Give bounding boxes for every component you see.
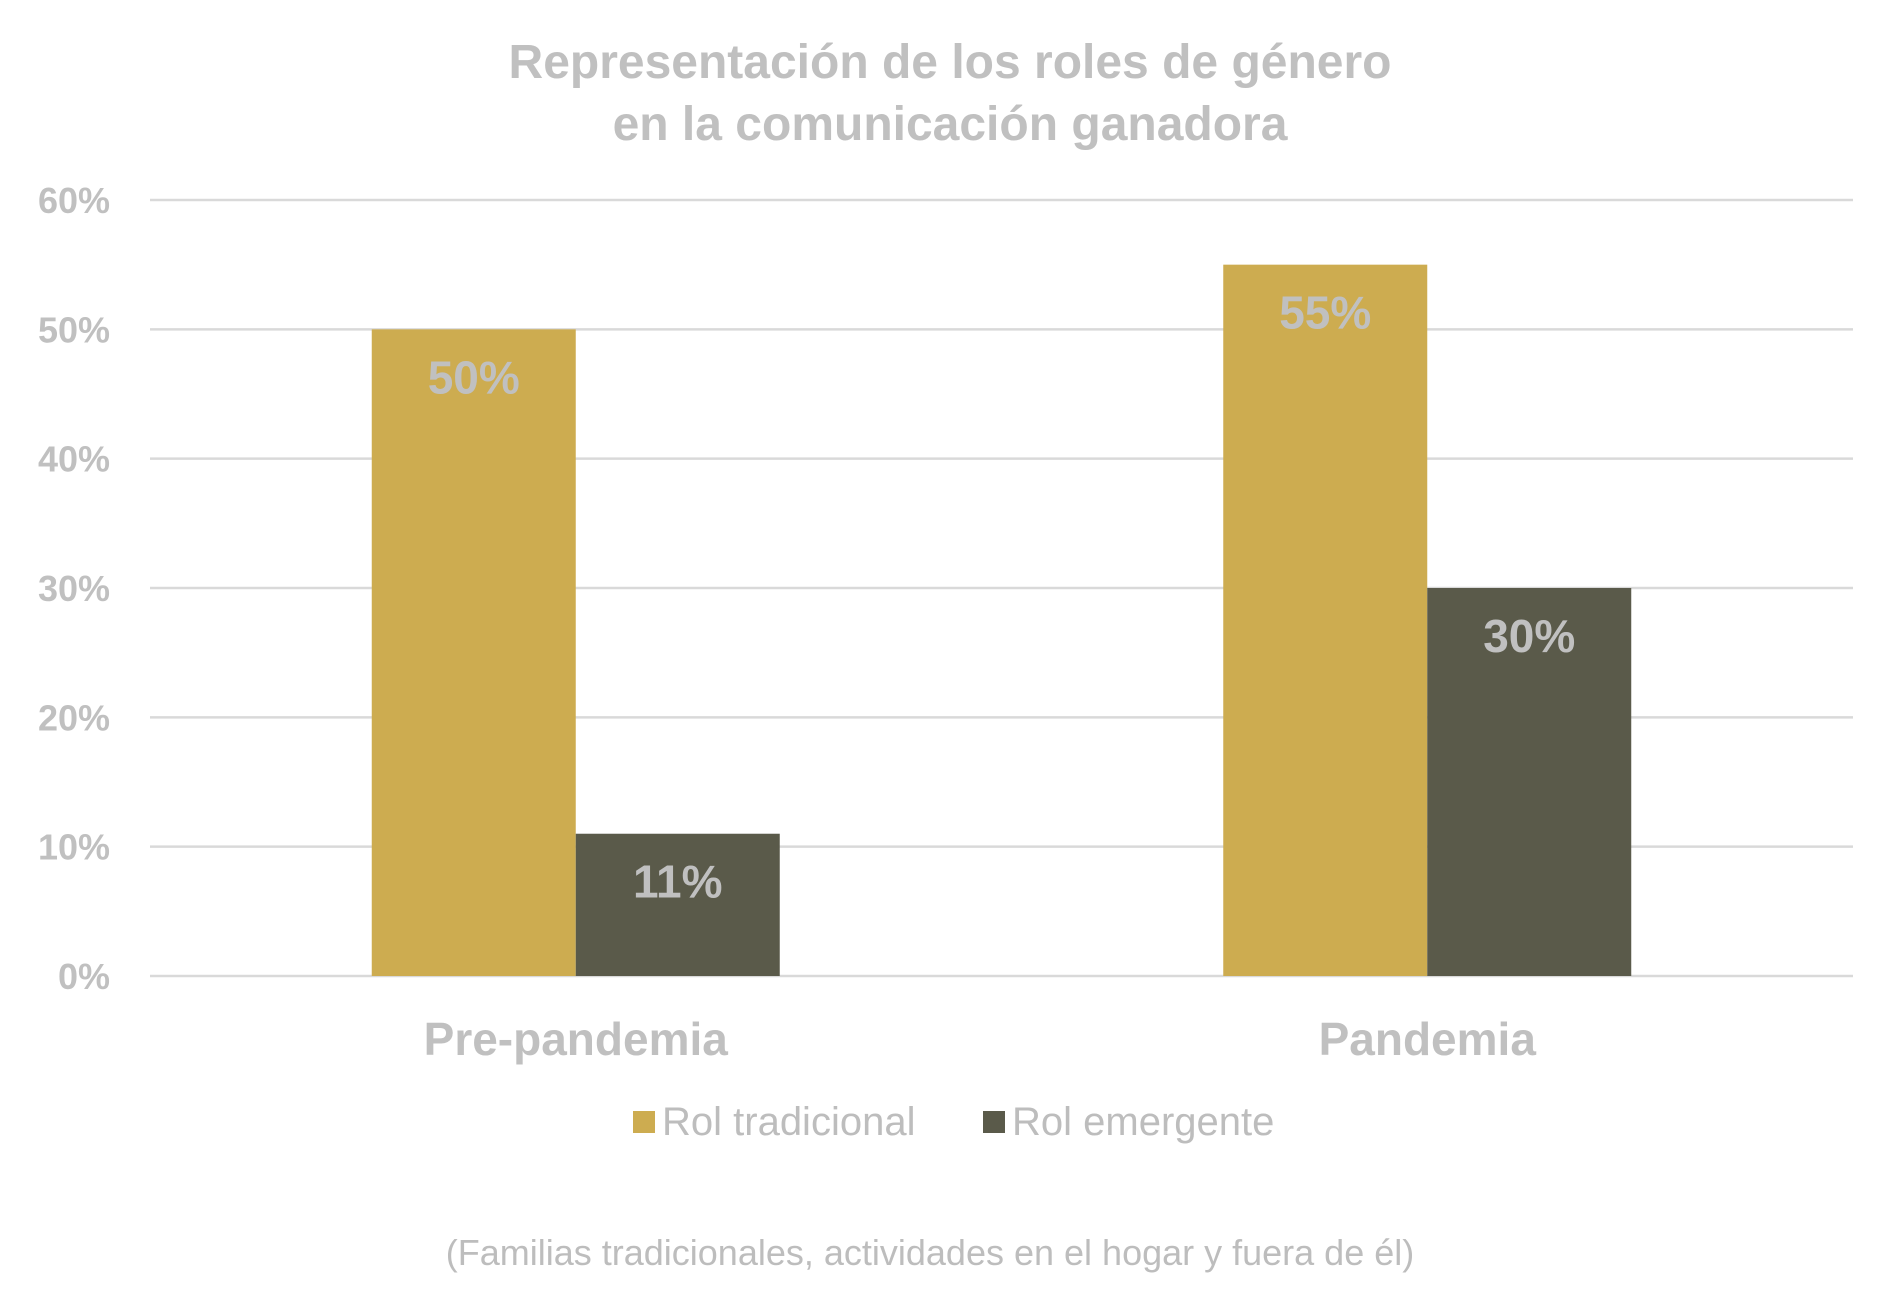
legend-label: Rol emergente — [1012, 1100, 1274, 1144]
y-tick-label: 30% — [38, 568, 110, 609]
y-tick-label: 50% — [38, 309, 110, 350]
y-tick-label: 0% — [58, 956, 110, 997]
data-label: 11% — [633, 856, 723, 908]
data-label: 55% — [1279, 287, 1371, 339]
x-category-label: Pre-pandemia — [424, 1013, 729, 1065]
y-tick-label: 10% — [38, 827, 110, 868]
data-label: 30% — [1483, 610, 1575, 662]
bars — [371, 264, 1632, 977]
legend-swatch — [983, 1111, 1005, 1133]
chart-title-line-2: en la comunicación ganadora — [613, 98, 1288, 151]
x-axis-categories: Pre-pandemia Pandemia — [424, 1013, 1537, 1065]
chart-footnote: (Familias tradicionales, actividades en … — [446, 1232, 1414, 1273]
legend-label: Rol tradicional — [662, 1100, 915, 1144]
data-labels: 50% 11% 55% 30% — [428, 287, 1576, 908]
y-axis-ticks: 0% 10% 20% 30% 40% 50% 60% — [38, 180, 110, 997]
bar — [371, 329, 576, 976]
chart-title-line-1: Representación de los roles de género — [509, 36, 1392, 89]
x-category-label: Pandemia — [1319, 1013, 1537, 1065]
data-label: 50% — [428, 351, 520, 403]
bar — [575, 833, 780, 976]
bar — [1223, 264, 1428, 977]
legend: Rol tradicional Rol emergente — [633, 1100, 1274, 1144]
legend-swatch — [633, 1111, 655, 1133]
bar — [1427, 588, 1632, 976]
y-tick-label: 40% — [38, 439, 110, 480]
y-tick-label: 20% — [38, 697, 110, 738]
y-tick-label: 60% — [38, 180, 110, 221]
